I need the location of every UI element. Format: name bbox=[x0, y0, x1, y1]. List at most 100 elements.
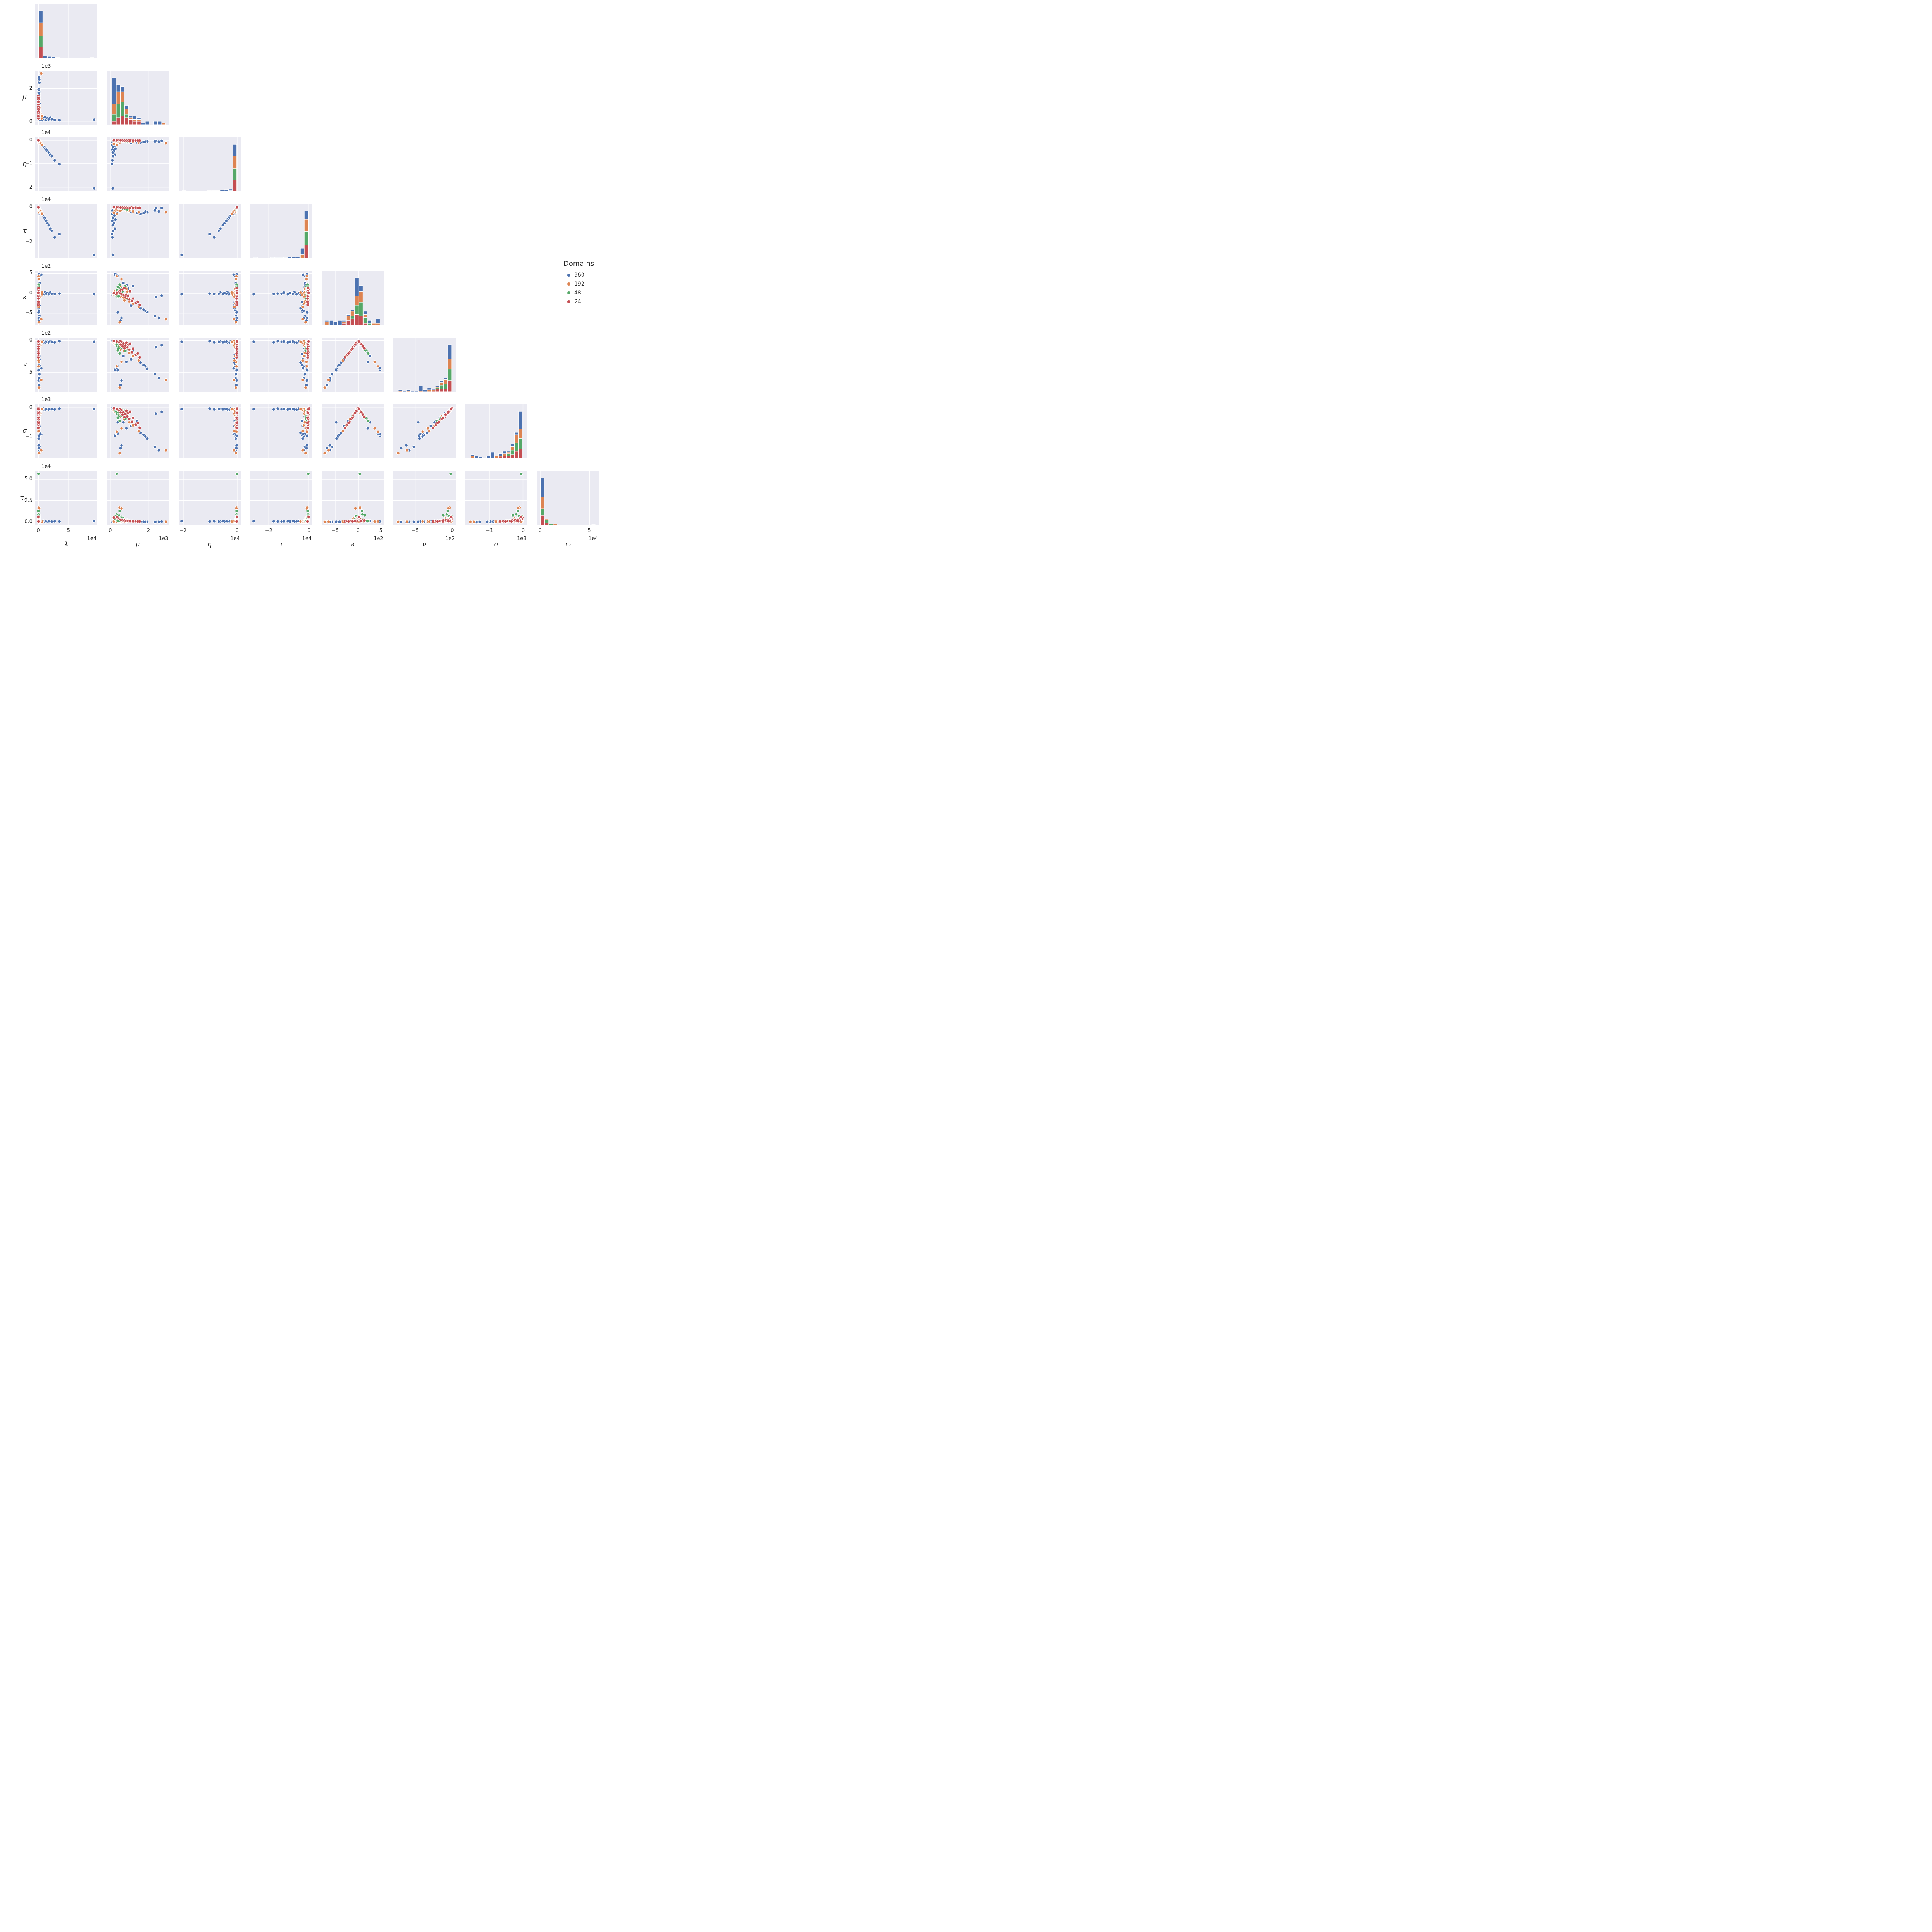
hist-panel-tau7 bbox=[536, 471, 599, 525]
hist-bar-sigma-960 bbox=[506, 451, 511, 453]
ytick-eta-−1: −1 bbox=[25, 161, 32, 167]
data-point-48 bbox=[360, 512, 364, 516]
xtick-eta-0: 0 bbox=[235, 527, 239, 534]
hist-bar-sigma-24 bbox=[502, 456, 507, 459]
hist-bar-mu-24 bbox=[120, 116, 125, 125]
hist-bar-mu-192 bbox=[133, 119, 137, 122]
data-point-960 bbox=[129, 357, 133, 361]
data-point-960 bbox=[235, 444, 238, 447]
data-point-960 bbox=[160, 520, 164, 524]
data-point-960 bbox=[212, 236, 216, 240]
data-point-960 bbox=[153, 139, 157, 143]
hist-bar-tau-48 bbox=[304, 231, 309, 245]
data-point-960 bbox=[142, 308, 146, 311]
x-label-sigma: σ bbox=[494, 540, 498, 548]
hist-bar-nu-960 bbox=[444, 377, 448, 380]
hist-bar-kappa-48 bbox=[354, 305, 359, 315]
scatter-panel-nu-vs-lambda bbox=[35, 337, 97, 392]
ytick-sigma-−1: −1 bbox=[25, 434, 32, 440]
hist-bar-nu-48 bbox=[447, 369, 452, 381]
hist-bar-kappa-192 bbox=[354, 296, 359, 306]
data-point-192 bbox=[164, 317, 168, 321]
pairplot-figure: Domains 960 192 48 24 μ 2 0 1e3 η 0 −1 −2 1e4 τ 0 −2 1e… bbox=[0, 0, 605, 565]
data-point-48 bbox=[118, 351, 122, 355]
hist-bar-tau7-960 bbox=[540, 478, 545, 497]
hist-bar-kappa-48 bbox=[367, 323, 372, 325]
data-point-960 bbox=[153, 445, 157, 449]
xtick-mu-0: 0 bbox=[109, 527, 112, 534]
hist-bar-nu-48 bbox=[439, 384, 444, 389]
hist-bar-nu-960 bbox=[418, 386, 423, 391]
data-point-960 bbox=[272, 340, 276, 344]
scatter-panel-eta-vs-mu bbox=[107, 137, 169, 192]
scatter-panel-kappa-vs-mu bbox=[107, 270, 169, 325]
data-point-24 bbox=[435, 421, 439, 425]
hist-bar-tau-192 bbox=[304, 219, 309, 232]
data-point-192 bbox=[396, 520, 400, 524]
row-label-sigma: σ bbox=[22, 427, 27, 435]
data-point-960 bbox=[110, 232, 114, 236]
data-point-24 bbox=[431, 426, 435, 430]
data-point-192 bbox=[233, 359, 236, 362]
hist-bar-nu-192 bbox=[447, 358, 452, 369]
data-point-24 bbox=[112, 406, 116, 410]
data-point-960 bbox=[294, 292, 298, 296]
hist-bar-sigma-192 bbox=[502, 453, 507, 456]
scatter-panel-kappa-vs-lambda bbox=[35, 270, 97, 325]
data-point-960 bbox=[207, 407, 211, 411]
data-point-192 bbox=[37, 320, 41, 324]
hist-bar-mu-24 bbox=[116, 117, 121, 125]
legend-marker-icon bbox=[567, 282, 570, 286]
hist-bar-sigma-960 bbox=[514, 432, 519, 435]
data-point-960 bbox=[153, 314, 157, 318]
data-point-192 bbox=[405, 520, 409, 524]
data-point-48 bbox=[37, 472, 41, 476]
data-point-960 bbox=[111, 151, 115, 155]
hist-bar-sigma-960 bbox=[486, 456, 491, 459]
data-point-960 bbox=[153, 520, 157, 524]
data-point-960 bbox=[212, 519, 216, 523]
hist-bar-sigma-24 bbox=[518, 449, 523, 459]
y-offset-mu: 1e3 bbox=[41, 63, 51, 69]
hist-bar-mu-192 bbox=[120, 91, 125, 102]
data-point-24 bbox=[122, 286, 126, 290]
legend-item-24: 24 bbox=[567, 299, 585, 305]
hist-bar-lambda-192 bbox=[38, 22, 43, 36]
xtick-kappa-0: 0 bbox=[356, 527, 360, 534]
hist-bar-mu-192 bbox=[124, 109, 129, 115]
data-point-960 bbox=[330, 372, 334, 376]
data-point-960 bbox=[325, 383, 329, 387]
data-point-960 bbox=[160, 206, 164, 210]
data-point-960 bbox=[58, 162, 61, 166]
data-point-960 bbox=[50, 520, 54, 524]
data-point-960 bbox=[334, 520, 338, 524]
data-point-960 bbox=[154, 412, 158, 416]
legend-item-48: 48 bbox=[567, 290, 585, 296]
data-point-192 bbox=[472, 520, 476, 524]
hist-bar-kappa-192 bbox=[325, 321, 329, 325]
xtick-kappa-5: 5 bbox=[379, 527, 383, 534]
data-point-24 bbox=[235, 351, 238, 355]
data-point-192 bbox=[164, 141, 168, 145]
data-point-192 bbox=[40, 143, 44, 147]
hist-bar-mu-960 bbox=[129, 116, 133, 118]
data-point-192 bbox=[301, 378, 305, 382]
data-point-192 bbox=[164, 378, 168, 382]
data-point-960 bbox=[334, 420, 338, 424]
data-point-192 bbox=[421, 520, 425, 524]
y-offset-tau: 1e4 bbox=[41, 197, 51, 203]
data-point-960 bbox=[110, 162, 114, 166]
ytick-mu-0: 0 bbox=[29, 118, 32, 124]
data-point-24 bbox=[136, 139, 140, 143]
hist-bar-sigma-960 bbox=[478, 457, 483, 459]
data-point-960 bbox=[142, 363, 146, 367]
scatter-panel-tau7-vs-eta bbox=[178, 471, 241, 525]
ytick-tau7-0.0: 0.0 bbox=[24, 519, 32, 525]
xtick-tau7-5: 5 bbox=[588, 527, 591, 534]
data-point-192 bbox=[372, 520, 376, 524]
data-point-24 bbox=[347, 520, 350, 524]
hist-bar-nu-24 bbox=[439, 388, 444, 392]
xtick-tau-0: 0 bbox=[307, 527, 311, 534]
data-point-24 bbox=[306, 291, 310, 294]
x-offset-tau: 1e4 bbox=[302, 536, 312, 542]
